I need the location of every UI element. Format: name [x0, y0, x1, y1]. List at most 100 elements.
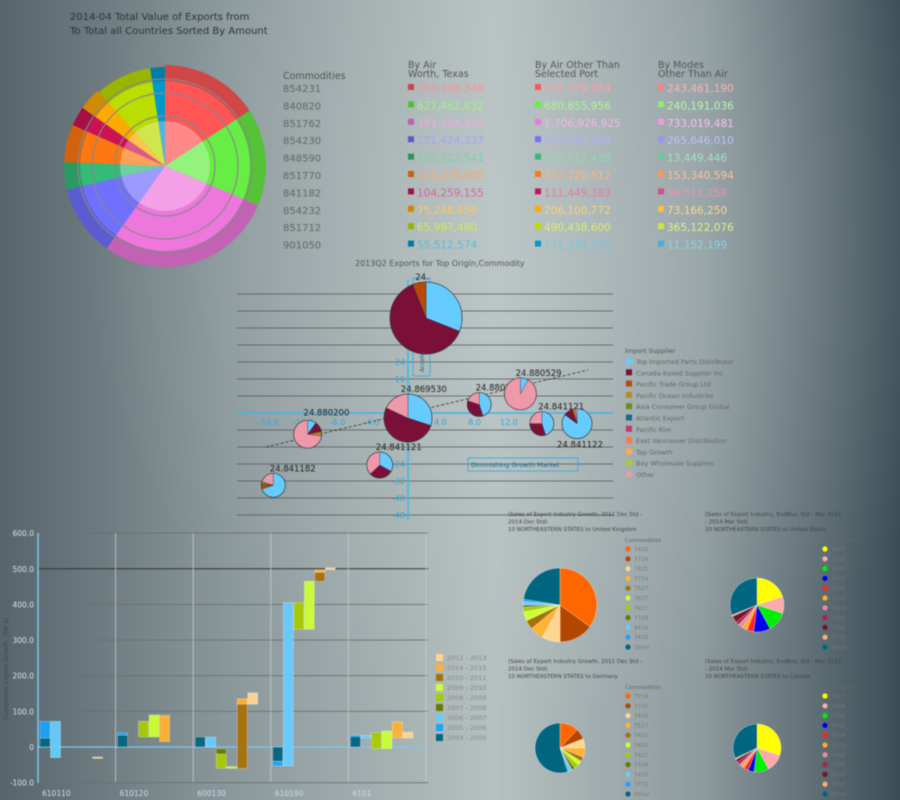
legend-label: 7715	[634, 782, 648, 788]
legend-swatch	[658, 84, 664, 90]
legend-title: Commodities	[625, 685, 661, 691]
legend-label: 7416	[831, 753, 845, 759]
y-tick-label: -40	[392, 494, 405, 503]
legend-label: 7719	[634, 616, 648, 622]
legend-marker	[625, 644, 631, 650]
table-header: Commodities	[283, 71, 346, 82]
chart-title: 2013Q2 Exports for Top Origin,Commodity	[355, 259, 525, 268]
bubble-label: 24.841182	[270, 464, 316, 474]
value-cell: 153,340,594	[667, 170, 734, 182]
country-pie-chart: (Sales of Export Industry Growth, 2011 D…	[508, 659, 661, 798]
legend-swatch	[626, 380, 632, 387]
legend-label: Top Imported Parts Distributor	[635, 358, 734, 366]
legend-marker	[822, 624, 828, 631]
legend-swatch	[408, 118, 414, 125]
legend-swatch	[658, 153, 664, 160]
legend-swatch	[535, 153, 541, 160]
x-tick-label: 610190	[275, 789, 304, 798]
chart-title: 10 NORTHEASTERN STATES to United Kingdom	[508, 527, 637, 533]
legend-label: 7216	[831, 557, 845, 563]
bar	[304, 580, 315, 630]
legend-label: 7517	[634, 723, 648, 729]
sunburst-segment	[152, 81, 165, 122]
bar	[117, 732, 128, 736]
country-pie-chart: (Sales of Export Industry, EndBus, Std -…	[705, 659, 858, 798]
x-tick-label: -8.0	[330, 418, 346, 427]
x-tick-label: 4.0	[434, 418, 447, 427]
y-tick-label: 400.0	[13, 600, 35, 609]
legend-label: East Vancouver Distribution	[636, 437, 726, 445]
legend-marker	[625, 762, 631, 768]
commodity-code: 851770	[283, 171, 321, 182]
legend-marker	[625, 713, 631, 719]
y-tick-label: 300.0	[13, 636, 35, 645]
sunburst-segment	[98, 68, 153, 103]
x-tick-label: 610110	[42, 789, 71, 798]
legend-marker	[822, 742, 828, 748]
chart-title: (Sales of Export Industry, EndBus, Std -…	[705, 659, 841, 665]
legend-label: 7410	[634, 714, 648, 720]
legend-label: 7714	[634, 557, 648, 563]
legend-label: 7113	[831, 596, 845, 602]
bar	[205, 736, 216, 748]
legend-swatch	[626, 437, 632, 444]
legend-swatch	[535, 101, 541, 108]
legend-swatch	[626, 358, 632, 364]
value-cell: 73,166,250	[667, 205, 727, 217]
legend-title: Import Supplier	[625, 347, 676, 355]
value-cell: 111,279,305	[417, 170, 484, 182]
legend-label: 7415	[831, 782, 845, 788]
legend-swatch	[436, 734, 443, 741]
y-tick-label: 100.0	[13, 707, 35, 716]
commodity-code: 901050	[283, 241, 321, 252]
legend-label: Pacific Trade Group Ltd	[636, 381, 711, 389]
sunburst-segment	[64, 125, 88, 163]
legend-label: 2006 - 2007	[447, 714, 487, 722]
legend-swatch	[658, 101, 664, 108]
legend-marker	[625, 546, 631, 552]
legend-marker	[822, 791, 828, 797]
bubble	[561, 408, 593, 439]
bubble-label: 24.880520	[476, 384, 522, 394]
value-cell: 65,997,480	[417, 222, 477, 234]
legend-marker	[625, 615, 631, 621]
legend-marker	[822, 732, 828, 738]
legend-label: Pacific Ocean Industries	[636, 392, 714, 400]
value-cell: 243,461,190	[667, 83, 734, 95]
commodity-code: 851762	[283, 119, 321, 130]
sunburst-segment	[120, 147, 165, 166]
legend-swatch	[626, 448, 632, 455]
legend-marker	[822, 575, 828, 582]
y-tick-label: 600.0	[13, 529, 35, 538]
ring-gridline	[114, 115, 216, 217]
legend-swatch	[535, 240, 541, 247]
sunburst-segment	[158, 121, 165, 166]
value-cell: 240,191,036	[667, 100, 734, 112]
value-cell: 680,855,956	[544, 100, 611, 112]
bar	[392, 721, 403, 739]
bar	[371, 732, 382, 750]
legend-swatch	[626, 459, 632, 466]
legend-swatch	[408, 136, 414, 143]
legend-swatch	[658, 118, 664, 125]
chart-title: - 2014 Mar Std)	[705, 520, 748, 526]
bar	[314, 569, 326, 573]
legend-label: 2008 - 2009	[447, 694, 487, 702]
legend-marker	[822, 595, 828, 601]
x-tick-label: 600130	[197, 789, 226, 798]
sunburst-segment	[165, 81, 237, 142]
legend-label: 7410	[634, 547, 648, 553]
y-tick-label: -32	[392, 477, 405, 486]
legend-label: 2005 - 2006	[447, 724, 487, 732]
legend-swatch	[658, 223, 664, 230]
legend-label: 7715	[831, 635, 845, 641]
legend-marker	[822, 605, 828, 611]
annotation-label: Diminishing Growth Market	[471, 461, 560, 469]
legend-label: 7719	[634, 576, 648, 582]
sunburst-segment	[80, 162, 122, 187]
y-tick-label: 16	[395, 375, 405, 384]
bubble-label: 24.841121	[538, 403, 584, 413]
table-header: Worth, Texas	[408, 69, 469, 80]
legend-label: 7113	[831, 743, 845, 749]
bubble-label: 24.880200	[303, 408, 349, 418]
